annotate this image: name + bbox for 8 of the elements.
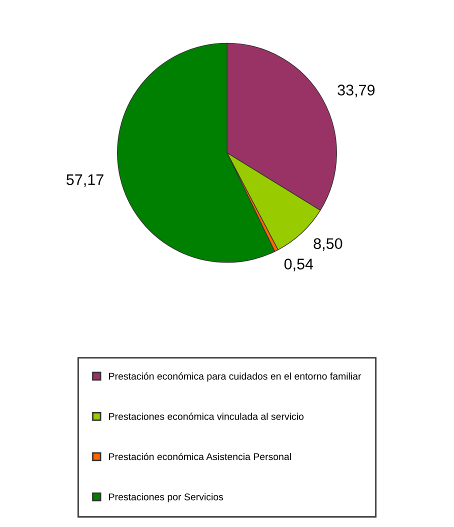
legend-label: Prestación económica Asistencia Personal — [109, 452, 291, 460]
data-label: 57,17 — [66, 174, 104, 187]
data-label: 33,79 — [338, 84, 375, 98]
legend-label: Prestaciones económica vinculada al servicio — [109, 412, 304, 420]
data-label: 8,50 — [314, 238, 342, 251]
data-label: 0,54 — [284, 258, 314, 272]
legend-label: Prestación económica para cuidados en el entorno familiar — [109, 372, 362, 382]
legend-label: Prestaciones por Servicios — [109, 493, 224, 502]
